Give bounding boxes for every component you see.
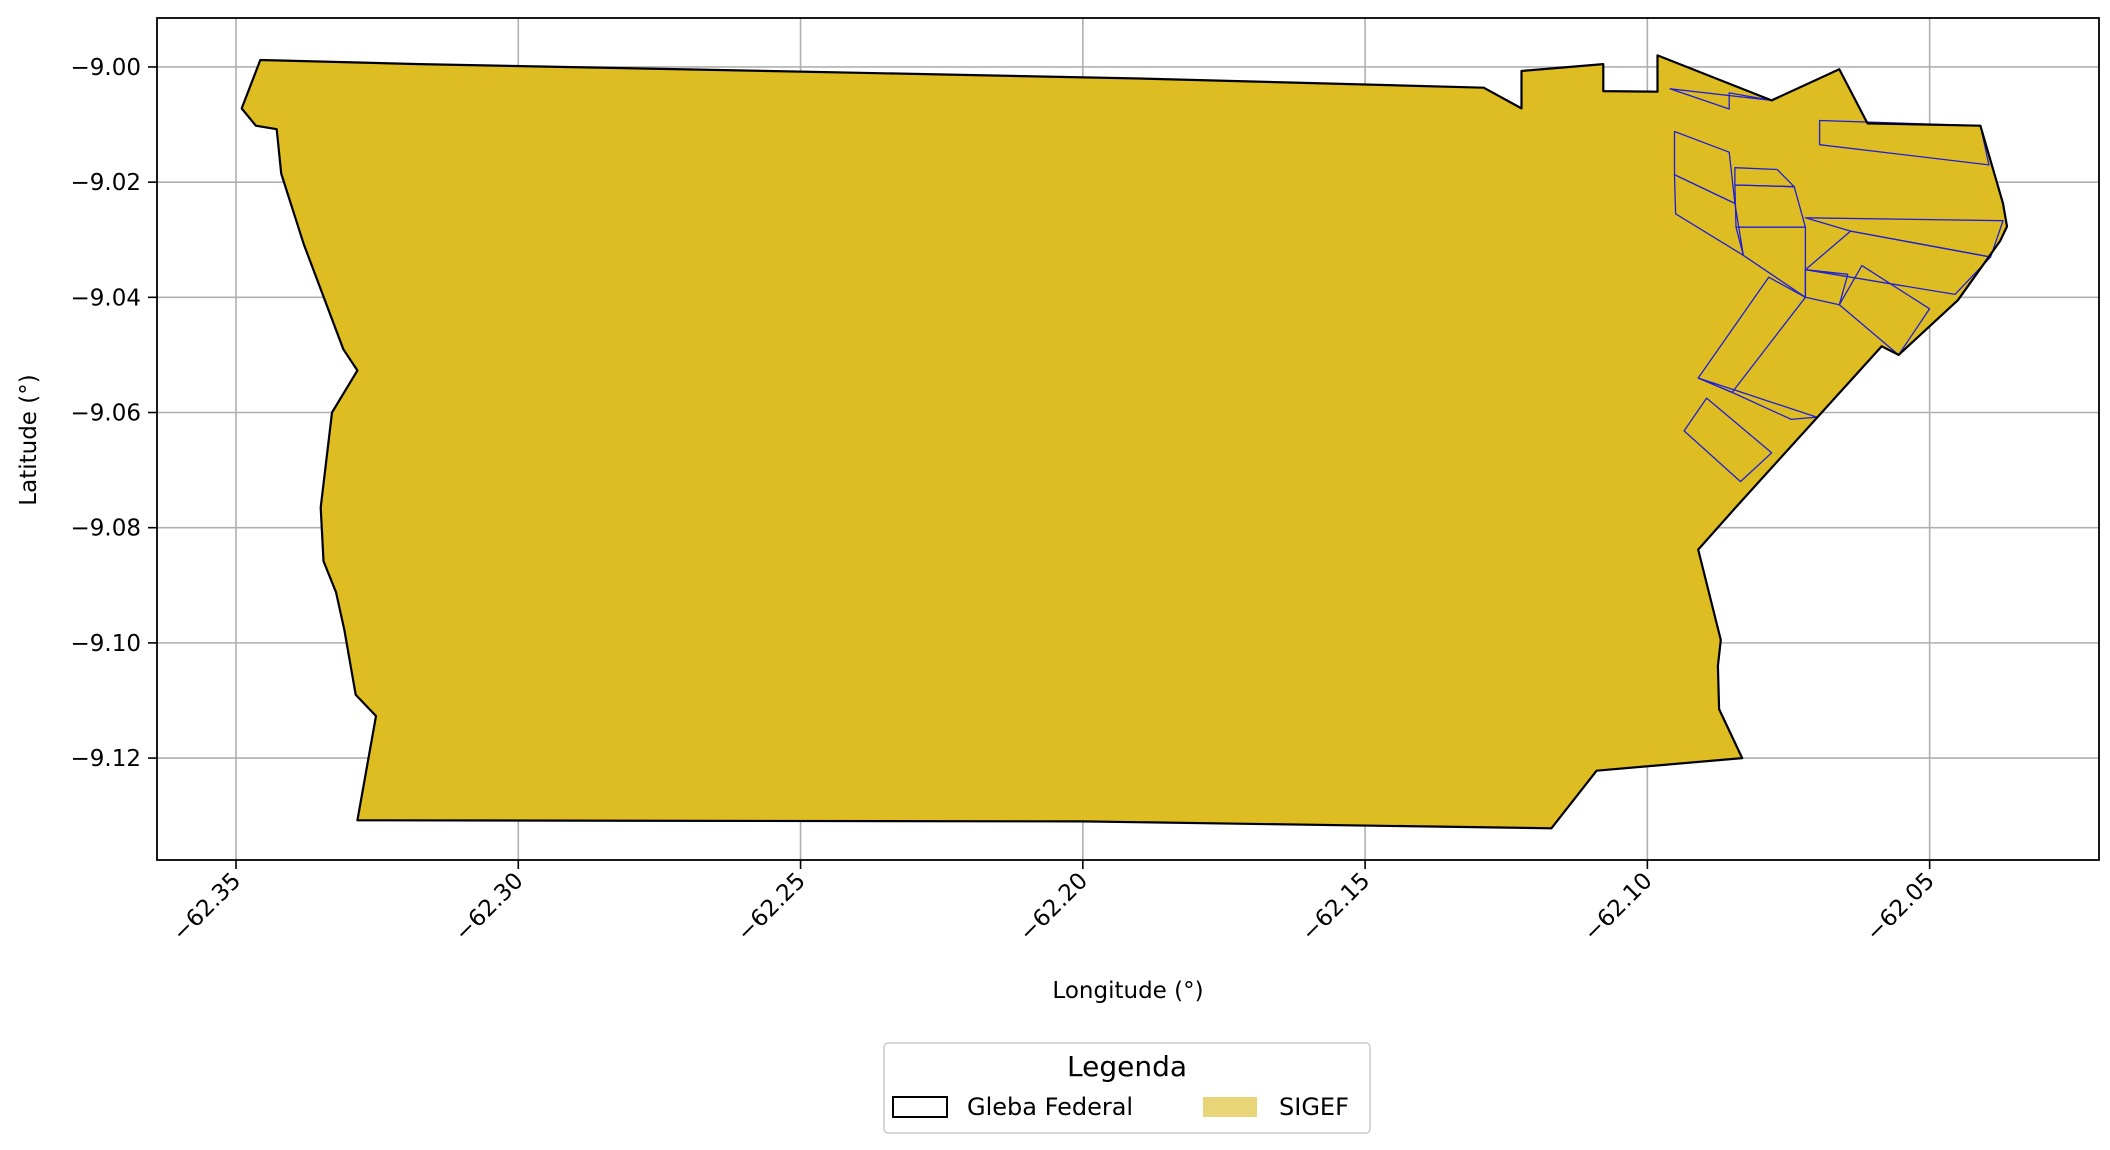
y-tick-label: −9.04 [71, 285, 141, 311]
legend-swatch-sigef [1203, 1097, 1257, 1117]
axes-frame [156, 17, 2100, 861]
y-tick-label: −9.00 [71, 55, 141, 81]
y-axis-ticks: −9.00 −9.02 −9.04 −9.06 −9.08 −9.10 −9.12 [71, 55, 157, 772]
y-tick-label: −9.06 [71, 401, 141, 427]
y-tick-label: −9.10 [71, 631, 141, 657]
legend-swatch-gleba-federal [892, 1096, 948, 1118]
legend-title: Legenda [1067, 1050, 1187, 1083]
sigef-parcels [1669, 88, 2004, 483]
sigef-area [241, 55, 2008, 829]
map-layer [240, 54, 2009, 830]
gleba-federal-boundary [240, 54, 2009, 830]
sigef-parcel [1669, 88, 1773, 110]
y-tick-label: −9.02 [71, 170, 141, 196]
legend-label-gleba-federal: Gleba Federal [967, 1093, 1133, 1121]
x-axis-label: Longitude (°) [1052, 978, 1203, 1004]
sigef-parcel [1697, 377, 1818, 421]
y-tick-label: −9.08 [71, 516, 141, 542]
y-tick-label: −9.12 [71, 746, 141, 772]
legend: Legenda Gleba Federal SIGEF [883, 1042, 1371, 1134]
y-axis-label: Latitude (°) [16, 374, 42, 505]
sigef-parcel [1683, 397, 1773, 483]
sigef-parcel [1804, 230, 1992, 296]
legend-label-sigef: SIGEF [1279, 1093, 1349, 1121]
